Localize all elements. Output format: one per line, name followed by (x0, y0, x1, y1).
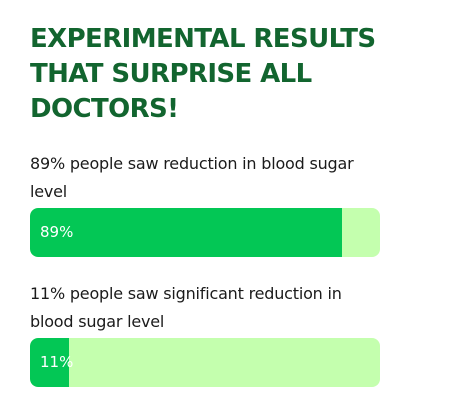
stat-block: 89% people saw reduction in blood sugar … (30, 150, 380, 257)
progress-bar-label: 11% (40, 353, 74, 371)
stat-description: 11% people saw significant reduction in … (30, 284, 342, 331)
progress-bar-label: 89% (40, 223, 74, 241)
progress-bar-fill (30, 208, 342, 257)
headline: EXPERIMENTAL RESULTS THAT SURPRISE ALL D… (30, 24, 376, 124)
stat-block: 11% people saw significant reduction in … (30, 280, 380, 387)
progress-bar-fill (30, 338, 69, 387)
progress-bar-track: 11% (30, 338, 380, 387)
stat-description: 89% people saw reduction in blood sugar … (30, 154, 354, 201)
progress-bar-track: 89% (30, 208, 380, 257)
